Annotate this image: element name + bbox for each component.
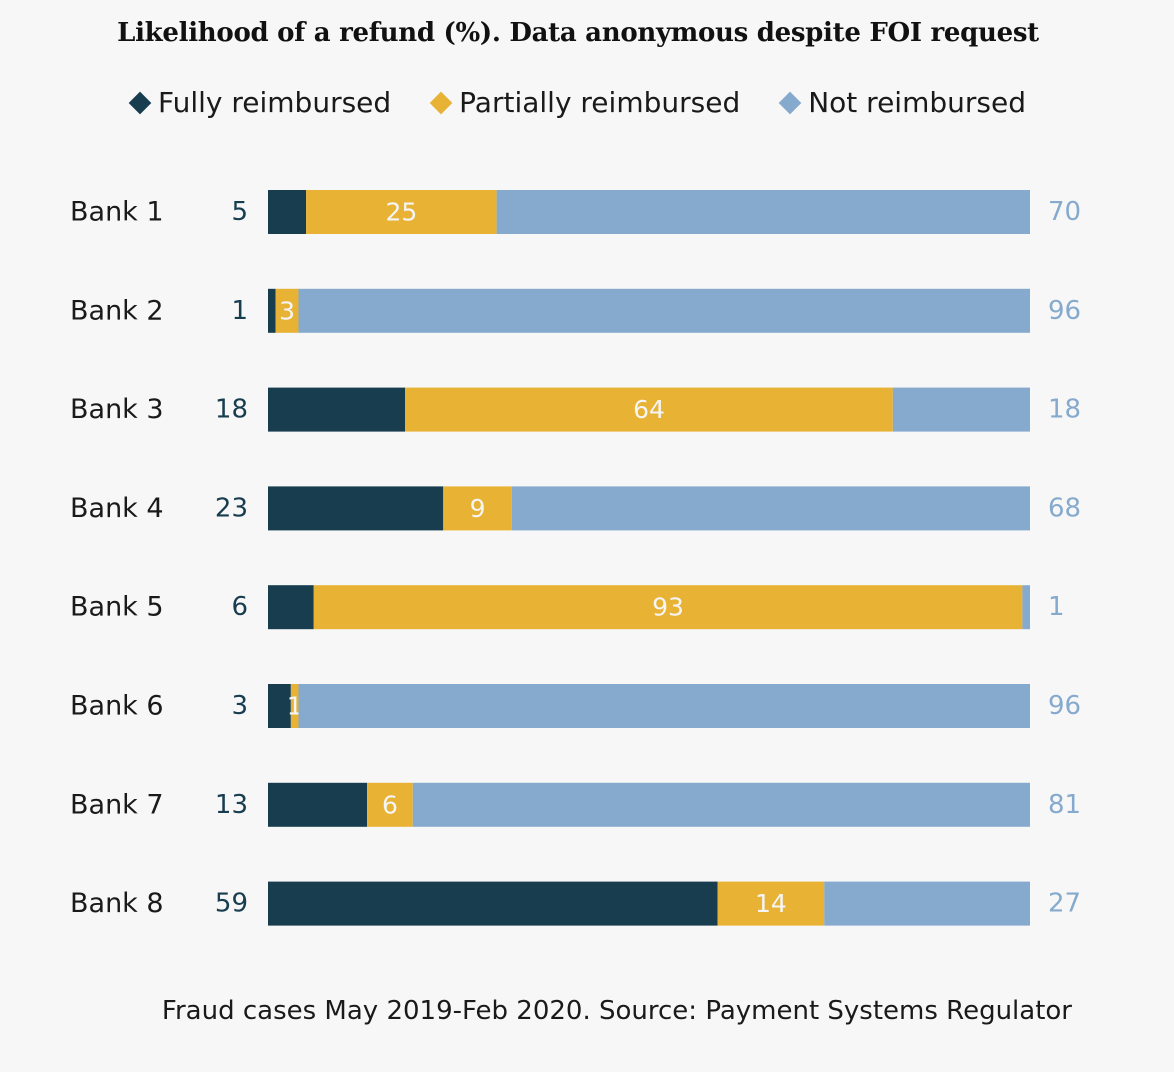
category-label-bank-1: Bank 1 — [70, 197, 164, 228]
chart-frame: Likelihood of a refund (%). Data anonymo… — [2, 2, 1170, 1050]
value-label-fully-bank-2: 1 — [231, 296, 248, 326]
category-label-bank-6: Bank 6 — [70, 691, 164, 722]
value-label-not-bank-8: 27 — [1048, 889, 1081, 919]
value-label-fully-bank-5: 6 — [231, 592, 248, 622]
bar-segment-partially-bank-5 — [313, 585, 1023, 630]
bar-segment-partially-bank-2 — [275, 288, 299, 333]
bar-segment-not-bank-6 — [298, 684, 1031, 728]
value-label-fully-bank-6: 3 — [231, 691, 248, 721]
value-label-fully-bank-3: 18 — [215, 395, 248, 425]
bar-segment-partially-bank-8 — [717, 881, 825, 926]
bar-segment-not-bank-8 — [824, 881, 1030, 926]
value-label-not-bank-3: 18 — [1048, 395, 1081, 425]
bar-segment-not-bank-2 — [298, 288, 1031, 333]
chart-title: Likelihood of a refund (%). Data anonymo… — [117, 18, 1039, 48]
bar-segment-not-bank-3 — [892, 387, 1030, 432]
value-label-partially-bank-7: 6 — [382, 790, 398, 819]
value-label-partially-bank-8: 14 — [755, 889, 787, 918]
bar-segment-partially-bank-1 — [306, 190, 497, 234]
value-label-not-bank-5: 1 — [1048, 592, 1065, 622]
value-label-partially-bank-4: 9 — [470, 494, 486, 523]
category-label-bank-7: Bank 7 — [70, 789, 164, 820]
bar-segment-partially-bank-3 — [405, 387, 893, 432]
bar-segment-fully-bank-5 — [268, 585, 314, 630]
category-label-bank-3: Bank 3 — [70, 394, 164, 425]
value-label-partially-bank-5: 93 — [652, 593, 684, 622]
value-label-not-bank-6: 96 — [1048, 691, 1081, 721]
value-label-fully-bank-4: 23 — [215, 493, 248, 523]
value-label-fully-bank-1: 5 — [231, 197, 248, 227]
bar-segment-fully-bank-8 — [268, 881, 718, 926]
bar-segment-not-bank-7 — [412, 782, 1030, 827]
value-label-not-bank-1: 70 — [1048, 197, 1081, 227]
bar-segment-partially-bank-4 — [443, 486, 512, 531]
legend-label-fully: Fully reimbursed — [158, 86, 392, 119]
bar-segment-fully-bank-1 — [268, 190, 307, 234]
chart-footnote: Fraud cases May 2019-Feb 2020. Source: P… — [161, 996, 1072, 1026]
category-label-bank-5: Bank 5 — [70, 592, 164, 623]
value-label-partially-bank-3: 64 — [633, 395, 665, 424]
bar-segment-fully-bank-6 — [268, 684, 291, 728]
value-label-not-bank-4: 68 — [1048, 493, 1081, 523]
category-label-bank-2: Bank 2 — [70, 295, 164, 326]
value-label-fully-bank-8: 59 — [215, 889, 248, 919]
bar-segment-fully-bank-7 — [268, 782, 368, 827]
bar-segment-fully-bank-3 — [268, 387, 406, 432]
bar-segment-not-bank-4 — [511, 486, 1031, 531]
legend-label-partially: Partially reimbursed — [459, 86, 741, 119]
value-label-fully-bank-7: 13 — [215, 790, 248, 820]
value-label-partially-bank-2: 3 — [279, 296, 295, 325]
legend-item-fully: Fully reimbursed — [128, 86, 391, 119]
legend-label-not: Not reimbursed — [808, 86, 1026, 119]
legend-item-partially: Partially reimbursed — [429, 86, 740, 119]
bar-segment-fully-bank-2 — [268, 288, 276, 333]
bar-segment-not-bank-1 — [496, 190, 1031, 234]
bar-segment-not-bank-5 — [1022, 585, 1030, 630]
value-label-not-bank-2: 96 — [1048, 296, 1081, 326]
value-label-not-bank-7: 81 — [1048, 790, 1081, 820]
category-label-bank-8: Bank 8 — [70, 888, 164, 919]
category-label-bank-4: Bank 4 — [70, 493, 164, 524]
legend-item-not: Not reimbursed — [778, 86, 1026, 119]
bar-segment-partially-bank-7 — [367, 782, 413, 827]
value-label-partially-bank-1: 25 — [385, 198, 417, 227]
chart-legend: Fully reimbursed Partially reimbursed No… — [2, 86, 1152, 119]
bar-segment-partially-bank-6 — [290, 684, 299, 728]
bar-segment-fully-bank-4 — [268, 486, 444, 531]
